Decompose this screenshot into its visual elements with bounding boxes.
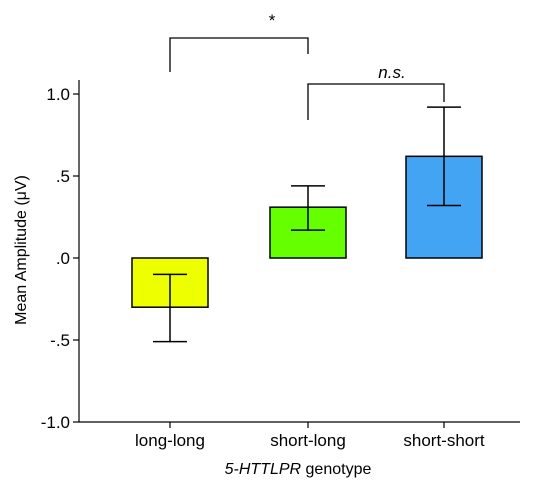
error-bars	[153, 106, 461, 343]
significance-label: *	[269, 11, 276, 30]
significance-bracket	[169, 37, 309, 72]
x-tick-label: short-long	[270, 431, 346, 450]
x-tick-label: short-short	[403, 431, 485, 450]
y-tick-label: -.5	[50, 331, 70, 350]
bar-short-short	[405, 155, 483, 259]
bars	[131, 155, 483, 308]
significance-bracket	[307, 83, 445, 120]
y-tick-label: -1.0	[41, 413, 70, 432]
significance-brackets: * n.s.	[169, 11, 445, 120]
x-axis-title-rest: genotype	[301, 461, 371, 478]
y-axis-title: Mean Amplitude (μV)	[13, 175, 30, 325]
x-tick-label: long-long	[135, 431, 205, 450]
x-axis-title-italic: 5-HTTLPR	[225, 461, 302, 478]
y-tick-label: .0	[56, 249, 70, 268]
y-tick-label: .5	[56, 167, 70, 186]
axes: -1.0 -.5 .0 .5 1.0 long-long short-long short-s…	[41, 80, 520, 450]
y-tick-label: 1.0	[46, 85, 70, 104]
significance-label: n.s.	[378, 63, 405, 82]
x-axis-title: 5-HTTLPR genotype	[225, 461, 372, 478]
